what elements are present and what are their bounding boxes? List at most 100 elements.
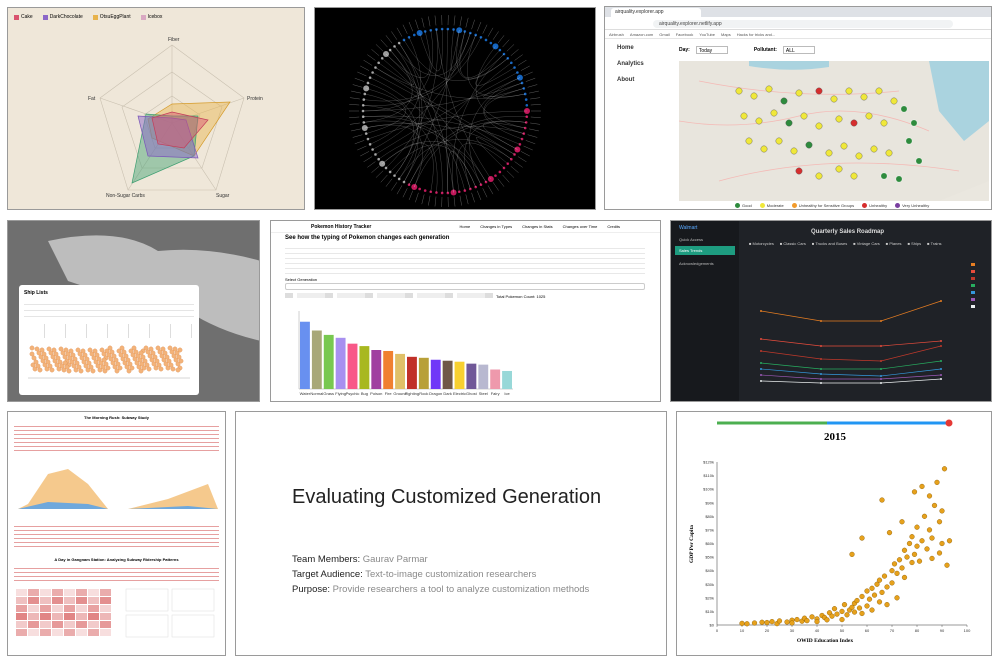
map-marker[interactable] bbox=[770, 109, 778, 117]
filter-chip[interactable]: ■ Planes bbox=[885, 241, 902, 246]
map-marker[interactable] bbox=[815, 172, 823, 180]
ship-dot bbox=[112, 364, 118, 370]
scatter-point bbox=[881, 573, 888, 579]
map-marker[interactable] bbox=[780, 97, 788, 105]
map-marker[interactable] bbox=[905, 137, 913, 145]
nav-item[interactable]: Home bbox=[459, 224, 471, 229]
map-marker[interactable] bbox=[755, 117, 763, 125]
filter-chip[interactable]: ■ Ships bbox=[907, 241, 922, 246]
legend-item[interactable]: Icebox bbox=[140, 14, 162, 20]
air-quality-map[interactable] bbox=[678, 61, 989, 201]
nav-home[interactable]: Home bbox=[617, 45, 634, 51]
acknowledgements-link[interactable]: Acknowledgements bbox=[679, 261, 714, 266]
map-marker[interactable] bbox=[775, 137, 783, 145]
browser-tab[interactable]: airquality.explorer.app bbox=[611, 8, 701, 17]
map-marker[interactable] bbox=[870, 145, 878, 153]
bookmark[interactable]: Airbrush bbox=[609, 31, 624, 37]
bookmark[interactable]: YouTube bbox=[699, 31, 715, 37]
card-controls[interactable] bbox=[24, 324, 194, 338]
map-marker[interactable] bbox=[750, 92, 758, 100]
map-marker[interactable] bbox=[885, 149, 893, 157]
map-marker[interactable] bbox=[850, 172, 858, 180]
map-marker[interactable] bbox=[765, 85, 773, 93]
section-body bbox=[14, 565, 219, 581]
year-slider-handle[interactable] bbox=[945, 419, 953, 427]
map-marker[interactable] bbox=[760, 145, 768, 153]
nav-item[interactable]: Changes in Types bbox=[480, 224, 513, 229]
map-marker[interactable] bbox=[835, 115, 843, 123]
map-marker[interactable] bbox=[875, 87, 883, 95]
map-marker[interactable] bbox=[855, 152, 863, 160]
map-marker[interactable] bbox=[815, 122, 823, 130]
map-marker[interactable] bbox=[900, 105, 908, 113]
day-select[interactable]: Today bbox=[695, 46, 728, 54]
brand[interactable]: Pokemon History Tracker bbox=[311, 223, 372, 230]
map-marker[interactable] bbox=[735, 87, 743, 95]
filter-chip[interactable]: ■ Trucks and Buses bbox=[811, 241, 848, 246]
map-marker[interactable] bbox=[785, 119, 793, 127]
scatter-point bbox=[739, 620, 745, 626]
chord-node bbox=[452, 28, 455, 31]
chord-node bbox=[429, 190, 433, 194]
map-marker[interactable] bbox=[890, 97, 898, 105]
bookmark[interactable]: Facebook bbox=[675, 31, 694, 37]
map-marker[interactable] bbox=[865, 112, 873, 120]
scatter-point bbox=[911, 489, 918, 495]
map-marker[interactable] bbox=[915, 157, 923, 165]
map-marker[interactable] bbox=[795, 167, 803, 175]
pollutant-select[interactable]: ALL bbox=[782, 46, 815, 54]
toggle-row[interactable] bbox=[285, 293, 495, 298]
sales-point bbox=[940, 345, 942, 347]
map-marker[interactable] bbox=[895, 175, 903, 183]
bookmark[interactable]: Hacks for tricks and... bbox=[736, 31, 776, 37]
bookmark[interactable]: Gmail bbox=[659, 31, 670, 37]
nav-item[interactable]: Credits bbox=[607, 224, 620, 229]
heatmap-cell bbox=[64, 629, 75, 636]
chord-label bbox=[506, 44, 515, 52]
ship-dot bbox=[139, 361, 145, 367]
bookmark[interactable]: Maps bbox=[721, 31, 731, 37]
map-marker[interactable] bbox=[860, 93, 868, 101]
legend-item[interactable]: OtsuEggPlant bbox=[92, 14, 131, 20]
legend-item[interactable]: Cake bbox=[14, 14, 33, 20]
map-marker[interactable] bbox=[840, 142, 848, 150]
map-marker[interactable] bbox=[745, 137, 753, 145]
map-marker[interactable] bbox=[845, 87, 853, 95]
ship-dot bbox=[50, 354, 56, 360]
nav-analytics[interactable]: Analytics bbox=[617, 61, 644, 67]
chord-node bbox=[411, 184, 418, 191]
map-marker[interactable] bbox=[825, 149, 833, 157]
heatmap-cell bbox=[88, 629, 99, 636]
ship-dot bbox=[40, 358, 46, 364]
chord-node bbox=[484, 38, 488, 42]
filter-chip[interactable]: ■ Vintage Cars bbox=[853, 241, 880, 246]
chord-node bbox=[450, 189, 457, 196]
legend-item[interactable]: DarkChocolate bbox=[42, 14, 83, 20]
map-marker[interactable] bbox=[740, 112, 748, 120]
nav-item[interactable]: Changes in Stats bbox=[522, 224, 553, 229]
chord-node bbox=[361, 103, 365, 107]
map-marker[interactable] bbox=[800, 112, 808, 120]
nav-item[interactable]: Changes over Time bbox=[562, 224, 598, 229]
map-marker[interactable] bbox=[830, 95, 838, 103]
map-marker[interactable] bbox=[910, 119, 918, 127]
sales-trends-button[interactable]: Sales Trends bbox=[675, 246, 735, 255]
filter-chip[interactable]: ■ Classic Cars bbox=[779, 241, 806, 246]
map-marker[interactable] bbox=[835, 165, 843, 173]
address-input[interactable]: airquality.explorer.netlify.app bbox=[653, 20, 953, 28]
map-marker[interactable] bbox=[880, 119, 888, 127]
sales-point bbox=[820, 373, 822, 375]
bookmark[interactable]: Amazon.com bbox=[629, 31, 654, 37]
chord-node bbox=[525, 115, 529, 119]
map-marker[interactable] bbox=[805, 141, 813, 149]
map-marker[interactable] bbox=[790, 147, 798, 155]
generation-select[interactable] bbox=[285, 283, 645, 290]
filter-chip[interactable]: ■ Motorcycles bbox=[749, 241, 774, 246]
filter-chip[interactable]: ■ Trains bbox=[927, 241, 942, 246]
map-marker[interactable] bbox=[880, 172, 888, 180]
nav-about[interactable]: About bbox=[617, 77, 635, 83]
map-marker[interactable] bbox=[795, 89, 803, 97]
chord-label bbox=[482, 188, 488, 198]
map-marker[interactable] bbox=[850, 119, 858, 127]
map-marker[interactable] bbox=[815, 87, 823, 95]
